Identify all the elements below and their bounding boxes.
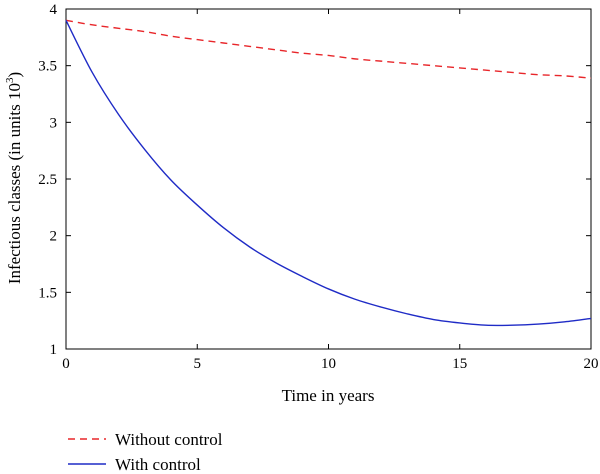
axis-ticks: 0 5 10 15 20 1 1.5 2 2.5 3 3.5 4 — [38, 2, 598, 372]
legend-label-with-control: With control — [115, 455, 201, 474]
y-axis-label-sup: 3 — [4, 77, 16, 83]
x-axis-label: Time in years — [282, 386, 375, 405]
series-line-without-control — [65, 19, 592, 79]
legend: Without control With control — [68, 430, 223, 474]
y-tick-label: 3 — [50, 115, 58, 131]
y-axis-label-end: ) — [5, 72, 24, 78]
y-tick-label: 3.5 — [38, 59, 57, 75]
y-tick-label: 1 — [50, 342, 58, 358]
y-axis-label: Infectious classes (in units 103) — [4, 72, 24, 284]
series-lines — [65, 19, 592, 327]
series-line-with-control — [65, 20, 592, 327]
y-tick-label: 2 — [50, 229, 58, 245]
x-tick-label: 0 — [62, 356, 70, 372]
x-tick-label: 5 — [194, 356, 202, 372]
plot-area — [65, 8, 592, 350]
x-tick-label: 10 — [321, 356, 336, 372]
x-tick-label: 20 — [584, 356, 599, 372]
legend-label-without-control: Without control — [115, 430, 223, 449]
y-tick-label: 1.5 — [38, 285, 57, 301]
y-axis-label-main: Infectious classes (in units 10 — [5, 83, 24, 284]
x-tick-label: 15 — [452, 356, 467, 372]
y-tick-label: 2.5 — [38, 172, 57, 188]
y-tick-label: 4 — [50, 2, 58, 18]
plot-frame — [65, 8, 592, 350]
